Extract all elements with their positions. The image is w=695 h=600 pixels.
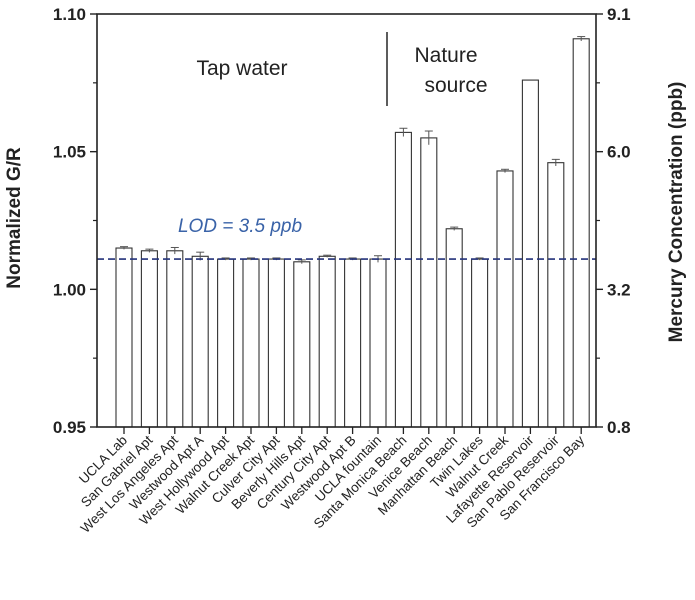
- x-axis-ticks: [123, 427, 582, 434]
- error-bar: [120, 246, 128, 250]
- bar: [547, 162, 565, 428]
- bar: [471, 258, 489, 428]
- error-bar: [145, 248, 154, 253]
- right-tick-label: 6.0: [607, 143, 631, 162]
- error-bar: [577, 36, 586, 41]
- bar: [344, 258, 362, 428]
- bar: [420, 137, 438, 428]
- right-tick-label: 3.2: [607, 280, 631, 299]
- right-axis-tick-labels: 0.8 3.2 6.0 9.1: [607, 5, 631, 437]
- error-bar: [475, 257, 484, 261]
- nature-source-label-line1: Nature: [414, 44, 477, 67]
- lod-label: LOD = 3.5 ppb: [178, 216, 302, 237]
- error-bar: [170, 246, 179, 255]
- error-bar: [551, 158, 560, 166]
- left-tick-label: 1.10: [53, 5, 86, 24]
- bar: [242, 258, 260, 428]
- error-bar: [450, 226, 459, 231]
- nature-source-label-line2: source: [424, 74, 487, 97]
- bar: [267, 258, 285, 428]
- bar: [572, 38, 590, 428]
- y2-axis-title: Mercury Concentration (ppb): [666, 82, 687, 343]
- left-tick-label: 0.95: [53, 418, 86, 437]
- left-tick-label: 1.05: [53, 143, 86, 162]
- bar: [496, 170, 514, 428]
- error-bar: [399, 127, 408, 137]
- left-axis-ticks: [90, 13, 97, 428]
- tap-water-label: Tap water: [196, 57, 287, 80]
- right-tick-label: 9.1: [607, 5, 631, 24]
- left-tick-label: 1.00: [53, 280, 86, 299]
- bar: [521, 79, 539, 428]
- bar: [217, 258, 235, 428]
- right-tick-label: 0.8: [607, 418, 631, 437]
- bar: [166, 250, 184, 428]
- error-bar: [221, 257, 230, 261]
- left-axis-tick-labels: 0.95 1.00 1.05 1.10: [53, 5, 86, 437]
- bar: [318, 255, 336, 428]
- error-bar: [297, 259, 306, 264]
- bar: [369, 258, 387, 428]
- y-axis-title: Normalized G/R: [4, 147, 25, 289]
- bar: [191, 255, 209, 428]
- right-axis-ticks: [596, 13, 603, 428]
- bar: [140, 250, 158, 428]
- bar: [394, 131, 412, 428]
- error-bars-layer: [120, 36, 586, 264]
- error-bar: [323, 254, 332, 258]
- error-bar: [424, 130, 433, 145]
- bar: [115, 247, 133, 428]
- bar: [293, 261, 311, 428]
- error-bar: [501, 168, 509, 173]
